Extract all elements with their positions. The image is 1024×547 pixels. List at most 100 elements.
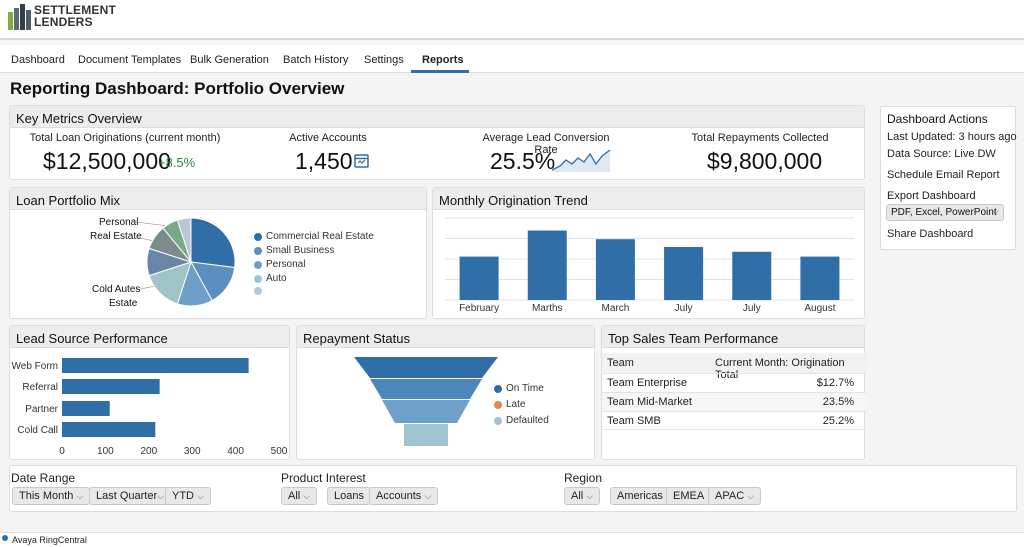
date-range-ytd[interactable]: YTD ⌵: [165, 487, 211, 505]
pill-label: Accounts: [376, 490, 422, 502]
share-dashboard-link[interactable]: Share Dashboard: [887, 228, 974, 240]
legend-item: On Time: [494, 383, 544, 394]
metric-label: Total Loan Originations (current month): [29, 132, 221, 144]
origination-bar-chart: February Marths March July July August: [445, 217, 854, 314]
export-dashboard-label: Export Dashboard: [887, 190, 976, 202]
product-interest-label: Product Interest: [281, 471, 366, 485]
legend-item: Defaulted: [494, 415, 549, 426]
table-cell-value: 25.2%: [822, 415, 854, 427]
tab-bulk-generation[interactable]: Bulk Generation: [190, 54, 269, 66]
legend-swatch: [494, 416, 502, 425]
pie-slice: [190, 217, 236, 269]
funnel-segment-2: [370, 379, 482, 399]
legend-item: Late: [494, 399, 525, 410]
product-loans[interactable]: Loans: [327, 487, 371, 505]
metric-value: $9,800,000: [707, 148, 823, 174]
legend-label: Late: [506, 399, 526, 410]
trend-bar: [595, 239, 635, 300]
legend-item: Small Business: [254, 245, 334, 256]
chevron-down-icon: ⌵: [747, 491, 755, 501]
logo-icon: [8, 4, 31, 30]
pill-label: Americas: [617, 490, 663, 502]
pill-label: EMEA: [673, 490, 705, 502]
product-all[interactable]: All ⌵: [281, 487, 318, 505]
chevron-down-icon: ⌵: [197, 491, 204, 501]
repayment-panel: Repayment Status On Time Late Defaulted: [296, 325, 595, 460]
pill-label: All: [571, 490, 584, 502]
tab-dashboard[interactable]: Dashboard: [11, 54, 65, 66]
table-row: [602, 392, 866, 411]
chevron-down-icon: ⌵: [157, 491, 164, 501]
portfolio-mix-title: Loan Portfolio Mix: [10, 188, 426, 210]
pill-label: All: [288, 490, 301, 502]
table-row: [602, 373, 866, 392]
legend-label: Defaulted: [506, 415, 549, 426]
product-accounts[interactable]: Accounts ⌵: [369, 487, 439, 505]
status-bar: Avaya RingCentral: [0, 532, 1024, 547]
key-metrics-panel: Key Metrics Overview Total Loan Originat…: [9, 105, 865, 180]
export-format-select[interactable]: PDF, Excel, PowerPoint ⌵: [886, 204, 1004, 221]
pill-label: This Month: [19, 490, 74, 502]
data-source-text: Data Source: Live DW: [887, 148, 996, 160]
legend-label: Auto: [266, 273, 287, 284]
app-header: SETTLEMENT LENDERS: [0, 0, 1024, 40]
tab-settings[interactable]: Settings: [364, 54, 404, 66]
pie-callout: Personal: [99, 217, 139, 228]
legend-label: On Time: [506, 383, 544, 394]
origination-trend-panel: Monthly Origination Trend February Marths…: [432, 187, 865, 319]
legend-item: Personal: [254, 259, 305, 270]
x-tick-label: July: [675, 303, 693, 314]
funnel-segment-defaulted: [404, 424, 448, 446]
y-tick-label: Referral: [22, 382, 58, 393]
legend-swatch: [254, 246, 262, 255]
chevron-down-icon: ⌵: [586, 491, 594, 501]
legend-swatch: [254, 232, 262, 241]
tab-document-templates[interactable]: Document Templates: [78, 54, 182, 66]
chevron-down-icon: ⌵: [424, 491, 432, 501]
region-americas[interactable]: Americas: [610, 487, 670, 505]
table-cell-value: $12.7%: [816, 377, 854, 389]
legend-swatch: [254, 287, 262, 295]
pie-callout: Cold Autes: [92, 284, 141, 295]
metric-label: Average Lead Conversion Rate: [482, 132, 610, 156]
lead-bar: [62, 358, 249, 373]
region-apac[interactable]: APAC ⌵: [708, 487, 762, 505]
funnel-segment-on-time: [354, 357, 498, 378]
x-tick-label: 200: [140, 446, 157, 457]
region-emea[interactable]: EMEA: [666, 487, 712, 505]
active-tab-indicator: [411, 70, 469, 73]
legend-swatch: [254, 274, 262, 283]
y-tick-label: Cold Call: [17, 425, 58, 436]
metric-label: Active Accounts: [289, 132, 367, 144]
x-tick-label: July: [743, 303, 761, 314]
table-row: [602, 411, 866, 430]
pill-label: Loans: [334, 490, 364, 502]
metric-value: 1,450: [295, 148, 353, 174]
trend-bar: [732, 251, 772, 300]
tab-batch-history[interactable]: Batch History: [283, 54, 349, 66]
x-tick-label: August: [804, 303, 835, 314]
pie-callout: Estate: [109, 298, 138, 309]
legend-item: [254, 287, 266, 295]
repayment-funnel-chart: [354, 357, 498, 446]
date-range-last-quarter[interactable]: Last Quarter⌵: [89, 487, 171, 505]
sales-team-title: Top Sales Team Performance: [602, 326, 864, 348]
x-tick-label: Marths: [532, 303, 563, 314]
page-title: Reporting Dashboard: Portfolio Overview: [10, 79, 345, 98]
dashboard-actions-panel: [880, 106, 1016, 250]
x-tick-label: 400: [227, 446, 244, 457]
key-metrics-title: Key Metrics Overview: [10, 106, 864, 128]
calendar-icon: [354, 154, 369, 168]
metric-value: 25.5%: [490, 148, 556, 174]
date-range-this-month[interactable]: This Month ⌵: [12, 487, 91, 505]
pill-label: APAC: [715, 490, 745, 502]
tab-reports[interactable]: Reports: [422, 54, 464, 66]
region-all[interactable]: All ⌵: [564, 487, 601, 505]
schedule-email-report-link[interactable]: Schedule Email Report: [887, 169, 1000, 181]
x-tick-label: 500: [271, 446, 288, 457]
table-header-total: Current Month: Origination Total: [715, 357, 845, 381]
pill-label: YTD: [172, 490, 194, 502]
funnel-segment-3: [382, 400, 470, 423]
legend-label: Small Business: [266, 245, 335, 256]
region-label: Region: [564, 471, 603, 485]
